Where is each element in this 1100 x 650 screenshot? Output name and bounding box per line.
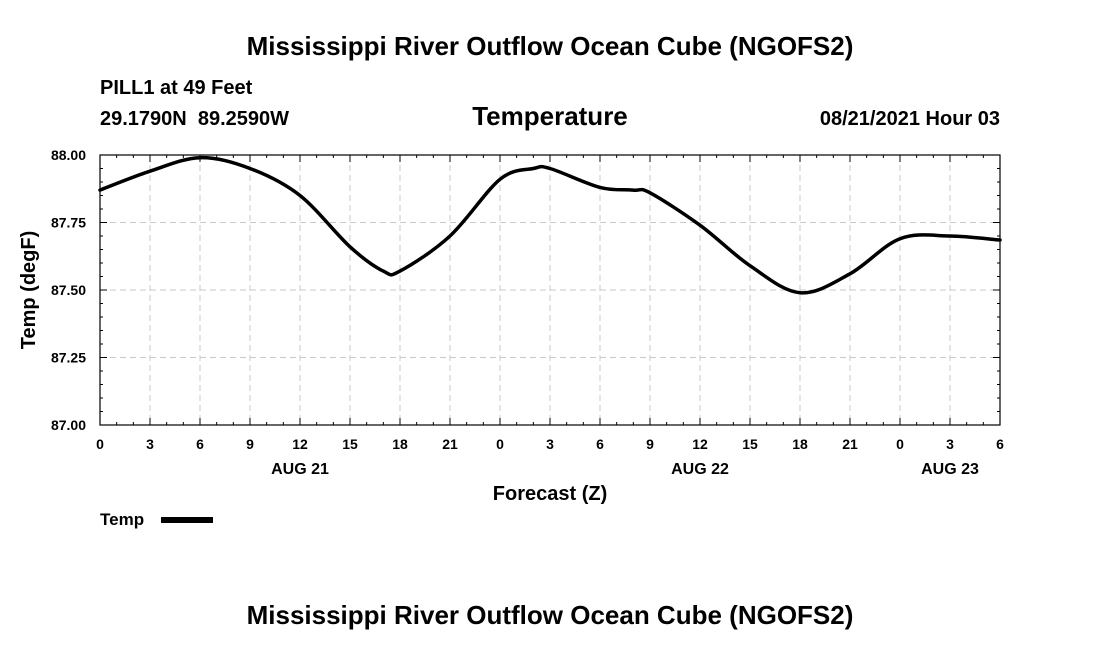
x-tick-label: 12 xyxy=(692,436,708,452)
coordinates-label: 29.1790N 89.2590W xyxy=(100,108,289,130)
x-tick-label: 6 xyxy=(196,436,204,452)
day-label: AUG 22 xyxy=(671,461,729,478)
x-tick-label: 21 xyxy=(842,436,858,452)
y-tick-label: 87.75 xyxy=(51,215,86,231)
station-label: PILL1 at 49 Feet xyxy=(100,77,253,99)
y-tick-label: 87.00 xyxy=(51,417,86,433)
x-tick-labels: 0 3 6 9 12 15 18 21 0 3 6 9 12 15 18 21 0 3 6 xyxy=(96,436,1004,452)
x-tick-label: 12 xyxy=(292,436,308,452)
x-tick-label: 0 xyxy=(896,436,904,452)
x-tick-label: 15 xyxy=(742,436,758,452)
legend-swatch xyxy=(161,517,213,523)
legend-label: Temp xyxy=(100,510,144,529)
x-tick-label: 9 xyxy=(646,436,654,452)
footer-title: Mississippi River Outflow Ocean Cube (NG… xyxy=(247,600,854,630)
y-axis-label: Temp (degF) xyxy=(18,231,40,350)
x-tick-label: 18 xyxy=(792,436,808,452)
x-tick-label: 3 xyxy=(546,436,554,452)
x-tick-label: 0 xyxy=(96,436,104,452)
date-label: 08/21/2021 Hour 03 xyxy=(820,108,1000,130)
x-tick-label: 18 xyxy=(392,436,408,452)
x-tick-label: 6 xyxy=(996,436,1004,452)
day-label: AUG 21 xyxy=(271,461,329,478)
day-labels: AUG 21 AUG 22 AUG 23 xyxy=(271,461,979,478)
x-tick-label: 3 xyxy=(146,436,154,452)
x-axis-label: Forecast (Z) xyxy=(493,483,607,505)
x-tick-label: 0 xyxy=(496,436,504,452)
y-tick-label: 88.00 xyxy=(51,147,86,163)
y-tick-labels: 87.00 87.25 87.50 87.75 88.00 xyxy=(51,147,86,433)
main-title: Mississippi River Outflow Ocean Cube (NG… xyxy=(247,31,854,61)
x-tick-label: 9 xyxy=(246,436,254,452)
variable-title: Temperature xyxy=(472,101,628,131)
x-tick-label: 3 xyxy=(946,436,954,452)
y-tick-label: 87.50 xyxy=(51,282,86,298)
chart-grid xyxy=(100,155,1000,425)
x-tick-label: 21 xyxy=(442,436,458,452)
x-tick-label: 15 xyxy=(342,436,358,452)
x-tick-label: 6 xyxy=(596,436,604,452)
y-tick-label: 87.25 xyxy=(51,350,86,366)
day-label: AUG 23 xyxy=(921,461,979,478)
temp-series-line xyxy=(98,155,1002,295)
plot-frame xyxy=(99,154,1001,426)
